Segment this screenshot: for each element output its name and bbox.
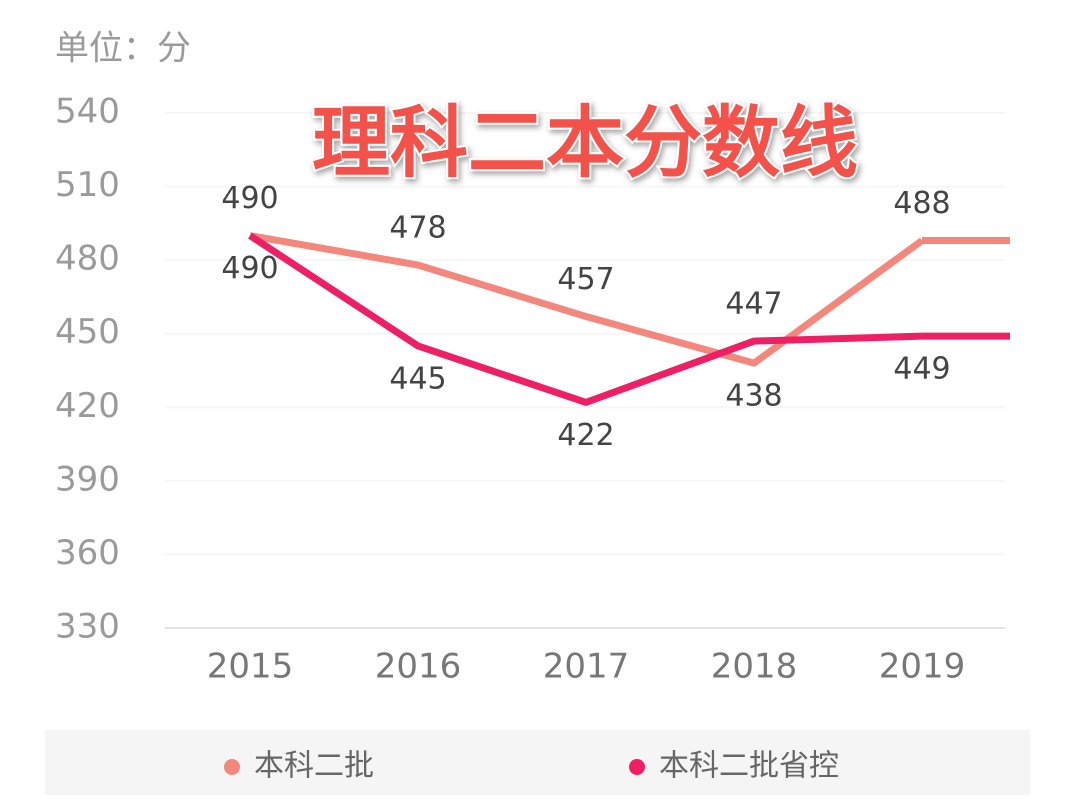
data-label: 457 <box>557 262 614 297</box>
data-label: 422 <box>557 418 614 453</box>
data-label: 438 <box>725 379 782 414</box>
series-line <box>249 232 925 367</box>
legend-marker <box>629 759 645 775</box>
x-tick-label: 2015 <box>207 647 294 687</box>
legend-marker <box>224 759 240 775</box>
x-tick-label: 2017 <box>543 647 630 687</box>
unit-label: 单位：分 <box>55 29 191 69</box>
legend-label: 本科二批 <box>254 749 374 784</box>
y-tick-label: 510 <box>55 165 120 205</box>
y-tick-label: 450 <box>55 312 120 352</box>
data-label: 478 <box>389 211 446 246</box>
data-label: 490 <box>221 251 278 286</box>
y-tick-label: 360 <box>55 533 120 573</box>
y-tick-label: 420 <box>55 386 120 426</box>
series-line <box>248 232 923 406</box>
data-label: 445 <box>389 361 446 396</box>
plot: 330 360 390 420 450 480 510 540 2015 2016 2017 2018… <box>55 92 1010 687</box>
y-tick-label: 540 <box>55 92 120 132</box>
x-tick-label: 2016 <box>375 647 462 687</box>
x-tick-label: 2019 <box>879 647 966 687</box>
x-tick-label: 2018 <box>711 647 798 687</box>
data-label: 490 <box>221 181 278 216</box>
y-tick-label: 330 <box>55 607 120 647</box>
data-label: 447 <box>725 287 782 322</box>
y-tick-label: 480 <box>55 239 120 279</box>
y-tick-label: 390 <box>55 459 120 499</box>
data-label: 449 <box>893 352 950 387</box>
chart-title: 理科二本分数线 <box>312 98 858 188</box>
legend-label: 本科二批省控 <box>659 749 839 784</box>
legend-box <box>45 730 1030 795</box>
data-label: 488 <box>893 186 950 221</box>
